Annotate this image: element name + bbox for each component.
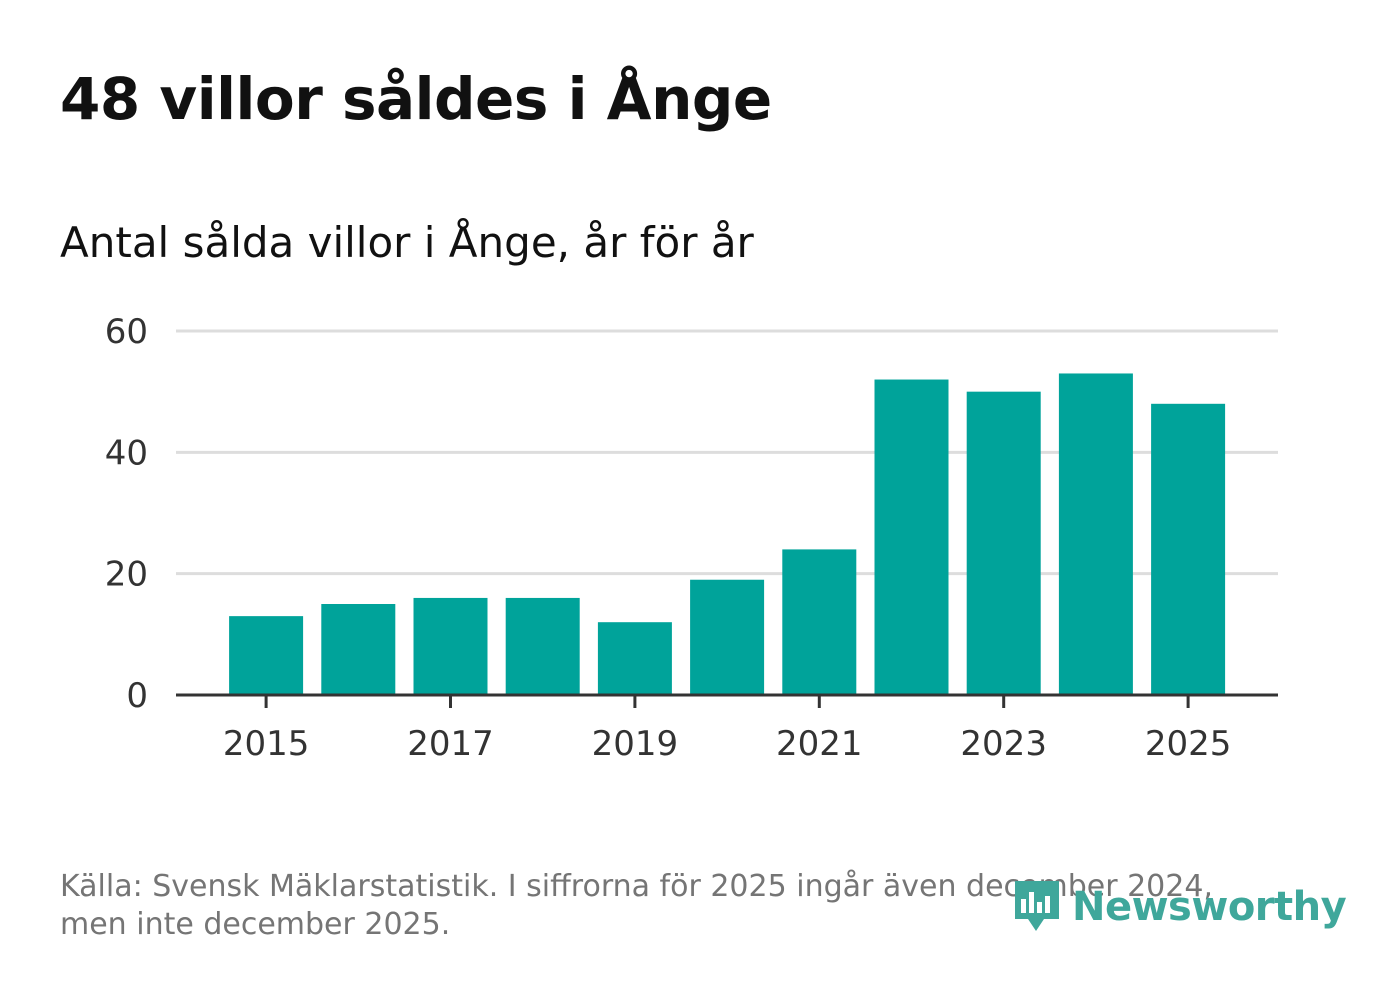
x-tick-label-2023: 2023	[960, 724, 1047, 764]
x-tick-label-2017: 2017	[407, 724, 494, 764]
logo-text: Newsworthy	[1072, 884, 1347, 930]
bar-2021	[782, 549, 857, 695]
bar-2016	[321, 604, 396, 695]
newsworthy-logo-icon	[1015, 881, 1059, 931]
x-tick-label-2025: 2025	[1145, 724, 1232, 764]
bar-2018	[505, 597, 580, 695]
bar-2023	[966, 391, 1041, 695]
newsworthy-logo: Newsworthy	[1012, 878, 1347, 936]
y-tick-label-0: 0	[126, 676, 148, 716]
bar-2017	[413, 597, 488, 695]
bars	[229, 373, 1226, 695]
x-tick-label-2019: 2019	[592, 724, 679, 764]
axes: 0 20 40 60 2015 2017 2019 2021 2023 2025	[105, 312, 1278, 764]
chart-title: 48 villor såldes i Ånge	[60, 65, 772, 133]
bar-2020	[690, 579, 765, 695]
x-tick-label-2021: 2021	[776, 724, 863, 764]
y-tick-label-60: 60	[105, 312, 148, 352]
bar-2024	[1058, 373, 1133, 695]
bar-2025	[1151, 403, 1226, 695]
bar-2015	[229, 616, 304, 695]
y-tick-label-20: 20	[105, 555, 148, 595]
y-tick-label-40: 40	[105, 433, 148, 473]
bar-2019	[597, 622, 672, 695]
chart-subtitle: Antal sålda villor i Ånge, år för år	[60, 218, 754, 267]
x-tick-label-2015: 2015	[223, 724, 310, 764]
source-line-2: men inte december 2025.	[60, 907, 451, 942]
bar-2022	[874, 379, 949, 695]
